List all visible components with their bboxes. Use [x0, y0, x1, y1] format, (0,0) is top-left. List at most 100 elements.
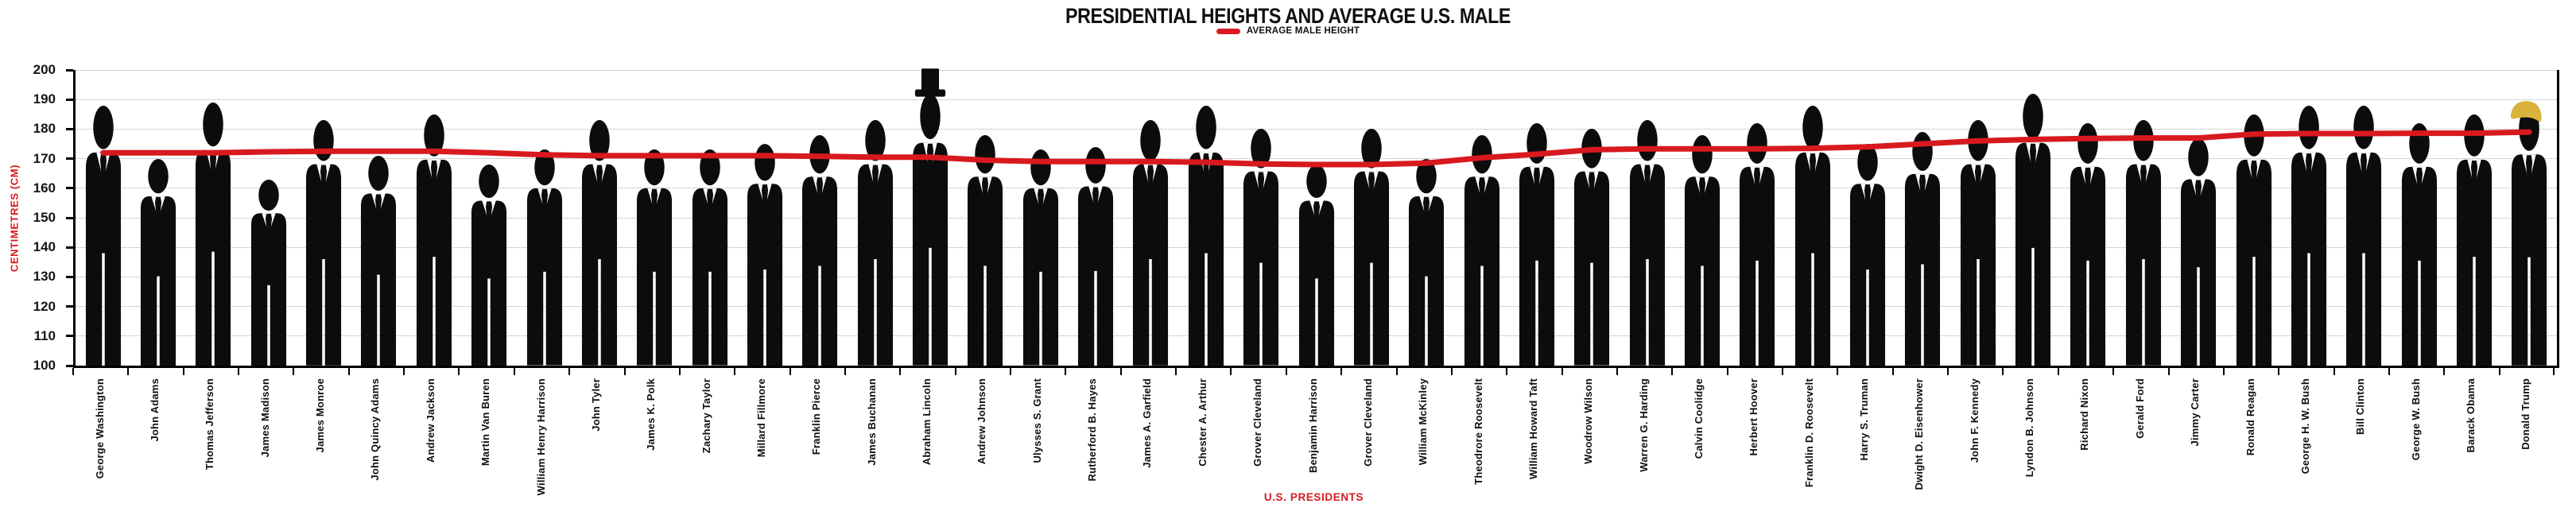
x-tick-mark	[2057, 368, 2059, 375]
president-figure	[687, 149, 733, 366]
president-figure	[852, 120, 898, 366]
president-label: Millard Fillmore	[755, 378, 767, 458]
x-tick-mark	[1506, 368, 1508, 375]
president-figure	[466, 165, 512, 366]
gridline-120	[76, 306, 2557, 308]
president-label: Harry S. Truman	[1858, 378, 1871, 461]
president-figure	[1679, 134, 1725, 366]
x-tick-mark	[1395, 368, 1398, 375]
president-label: Calvin Coolidge	[1692, 378, 1705, 459]
president-figure	[2286, 105, 2332, 366]
y-tick-mark	[66, 364, 73, 367]
president-figure	[962, 134, 1008, 366]
gridline-180	[76, 128, 2557, 130]
president-label: George H. W. Bush	[2299, 378, 2311, 475]
president-figure	[1348, 129, 1395, 366]
president-label: Andrew Johnson	[976, 378, 988, 465]
president-figure	[2506, 99, 2552, 366]
president-label: Franklin D. Roosevelt	[1802, 378, 1815, 488]
president-label: Theodrore Roosevelt	[1472, 378, 1484, 485]
average-male-height-line	[100, 129, 2532, 168]
x-tick-mark	[678, 368, 681, 375]
president-figure	[1183, 105, 1229, 366]
president-figure	[190, 102, 236, 366]
president-figure	[1790, 105, 1836, 366]
president-figure	[411, 114, 457, 366]
president-label: Dwight D. Eisenhower	[1913, 378, 1926, 490]
x-tick-mark	[568, 368, 571, 375]
x-tick-mark	[1065, 368, 1067, 375]
gridline-110	[76, 335, 2557, 337]
president-label: Chester A. Arthur	[1196, 378, 1208, 467]
president-label: Lyndon B. Johnson	[2023, 378, 2036, 478]
x-tick-mark	[1340, 368, 1343, 375]
x-tick-mark	[1891, 368, 1894, 375]
x-tick-mark	[954, 368, 956, 375]
president-label: James K. Polk	[645, 378, 658, 451]
president-figure	[2010, 93, 2056, 366]
president-figure	[246, 179, 292, 366]
president-figure	[2175, 138, 2221, 366]
x-tick-mark	[899, 368, 902, 375]
president-label: George Washington	[93, 378, 106, 479]
y-tick-mark	[66, 335, 73, 338]
president-figure	[2231, 114, 2277, 366]
y-tick-mark	[66, 216, 73, 219]
president-label: Rutherford B. Hayes	[1086, 378, 1099, 482]
president-figure	[1845, 144, 1891, 366]
president-label: Andrew Jackson	[424, 378, 436, 463]
x-tick-mark	[789, 368, 791, 375]
y-tick-mark	[66, 305, 73, 308]
x-tick-mark	[1837, 368, 1839, 375]
president-figure	[1569, 129, 1615, 366]
y-tick-mark	[66, 187, 73, 190]
x-tick-mark	[2167, 368, 2170, 375]
president-label: Abraham Lincoln	[921, 378, 933, 466]
y-tick-mark	[66, 127, 73, 130]
president-label: William Howard Taft	[1527, 378, 1539, 479]
x-tick-mark	[1616, 368, 1618, 375]
x-tick-mark	[1726, 368, 1728, 375]
president-figure	[1403, 158, 1449, 366]
x-tick-mark	[844, 368, 846, 375]
x-tick-mark	[1782, 368, 1784, 375]
x-axis: George Washington John Adams Thomas Jeffer…	[72, 368, 2555, 495]
average-line-legend-label: AVERAGE MALE HEIGHT	[1246, 26, 1360, 36]
x-tick-mark	[1010, 368, 1012, 375]
y-tick-label: 200	[33, 62, 56, 77]
president-label: Herbert Hoover	[1748, 378, 1760, 456]
president-label: John F. Kennedy	[1968, 378, 1980, 463]
president-label: John Adams	[149, 378, 161, 442]
president-label: Thomas Jefferson	[204, 378, 216, 471]
president-figure	[1294, 165, 1340, 366]
y-tick-label: 140	[33, 239, 56, 255]
president-label: Bill Clinton	[2354, 378, 2367, 435]
president-label: Gerald Ford	[2133, 378, 2146, 439]
president-figure	[631, 149, 677, 366]
x-tick-mark	[238, 368, 240, 375]
president-label: Donald Trump	[2520, 378, 2532, 450]
president-label: Richard Nixon	[2078, 378, 2091, 451]
average-line-legend-swatch	[1216, 28, 1240, 34]
x-tick-mark	[2333, 368, 2335, 375]
x-axis-title: U.S. PRESIDENTS	[1263, 491, 1364, 503]
x-tick-mark	[1561, 368, 1563, 375]
x-tick-mark	[2388, 368, 2390, 375]
chart-legend: AVERAGE MALE HEIGHT	[0, 26, 2576, 36]
x-tick-mark	[1285, 368, 1287, 375]
y-tick-mark	[66, 275, 73, 278]
president-label: John Tyler	[589, 378, 602, 432]
president-figure	[1955, 120, 2001, 366]
x-tick-mark	[2222, 368, 2225, 375]
x-tick-mark	[293, 368, 295, 375]
plot-area	[73, 68, 2559, 368]
president-label: James Madison	[258, 378, 271, 458]
president-label: James Buchanan	[865, 378, 878, 466]
x-tick-mark	[513, 368, 515, 375]
president-figure	[522, 149, 568, 366]
x-tick-mark	[1230, 368, 1232, 375]
president-figure	[80, 105, 126, 366]
gridline-200	[76, 69, 2557, 71]
president-figure	[1238, 129, 1284, 366]
y-tick-label: 120	[33, 298, 56, 314]
